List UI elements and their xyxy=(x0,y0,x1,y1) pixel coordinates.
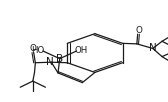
Text: N: N xyxy=(149,43,157,53)
Text: HO: HO xyxy=(32,46,45,55)
Text: O: O xyxy=(135,26,142,35)
Text: B: B xyxy=(56,54,63,64)
Text: N: N xyxy=(46,57,54,67)
Text: O: O xyxy=(29,44,36,53)
Text: OH: OH xyxy=(75,46,88,55)
